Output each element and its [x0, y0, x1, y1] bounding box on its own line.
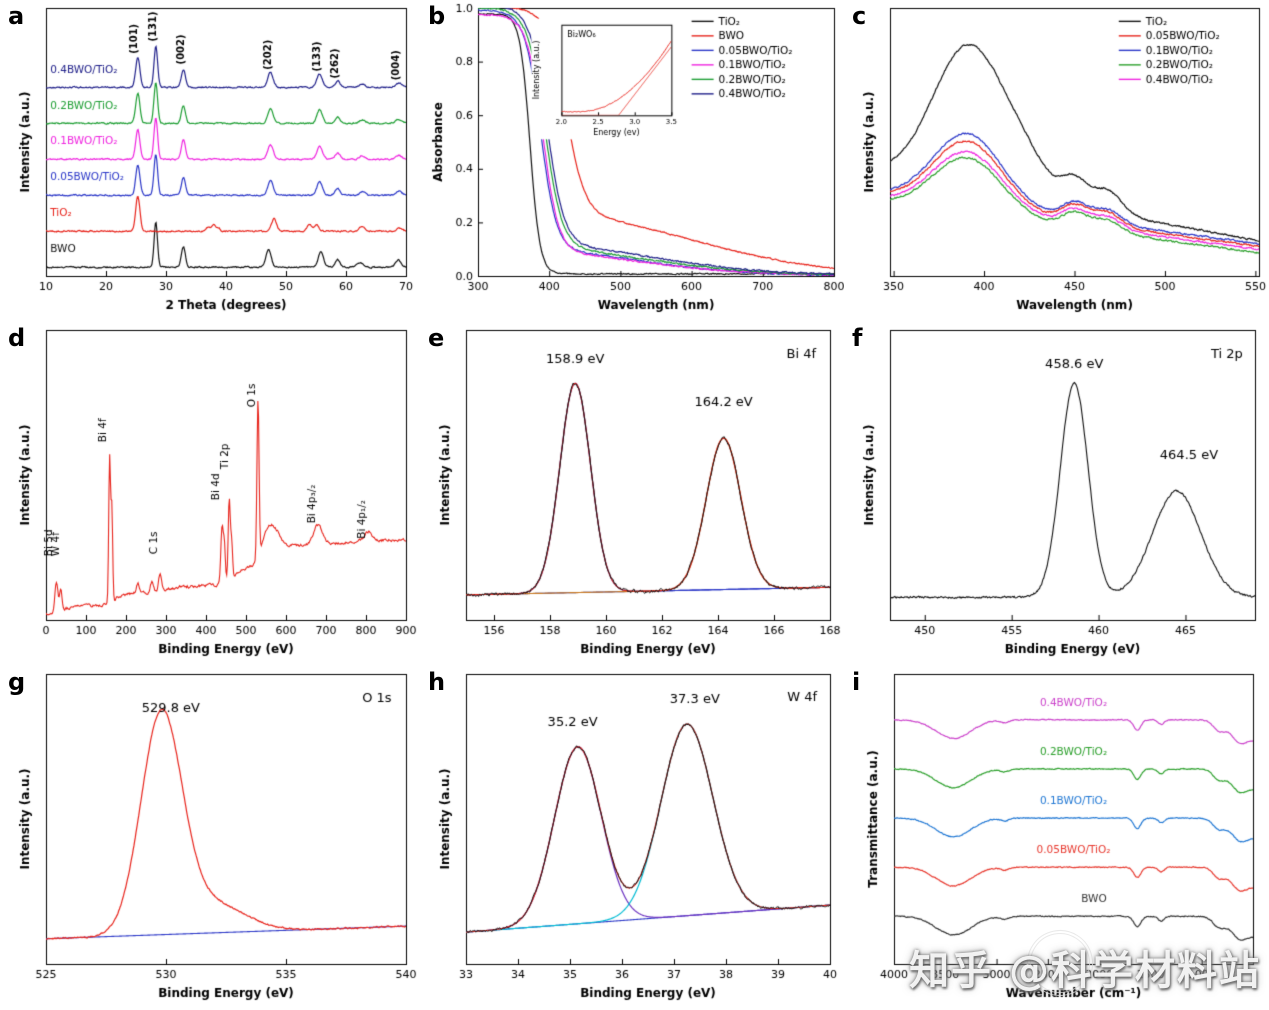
panel-a-chart — [0, 0, 420, 322]
panel-d-label: d — [8, 324, 26, 352]
panel-a-label: a — [8, 2, 25, 30]
panel-g: g — [0, 666, 420, 1010]
watermark-text: 知乎 @科学材料站 — [909, 948, 1261, 994]
panel-i: i — [844, 666, 1269, 1010]
panel-b-chart — [420, 0, 844, 322]
panel-h-chart — [420, 666, 844, 1010]
panel-f-chart — [844, 322, 1269, 666]
panel-a: a — [0, 0, 420, 322]
panel-e: e — [420, 322, 844, 666]
panel-e-label: e — [428, 324, 445, 352]
panel-b: b — [420, 0, 844, 322]
panel-d-chart — [0, 322, 420, 666]
panel-i-chart — [844, 666, 1269, 1010]
panel-f: f — [844, 322, 1269, 666]
panel-d: d — [0, 322, 420, 666]
panel-g-label: g — [8, 668, 26, 696]
panel-g-chart — [0, 666, 420, 1010]
panel-c: c — [844, 0, 1269, 322]
panel-h-label: h — [428, 668, 446, 696]
panel-c-chart — [844, 0, 1269, 322]
panel-e-chart — [420, 322, 844, 666]
panel-b-label: b — [428, 2, 446, 30]
panel-h: h — [420, 666, 844, 1010]
panel-f-label: f — [852, 324, 863, 352]
panel-i-label: i — [852, 668, 861, 696]
watermark: 知乎 @科学材料站 — [909, 923, 1261, 1003]
panel-c-label: c — [852, 2, 867, 30]
